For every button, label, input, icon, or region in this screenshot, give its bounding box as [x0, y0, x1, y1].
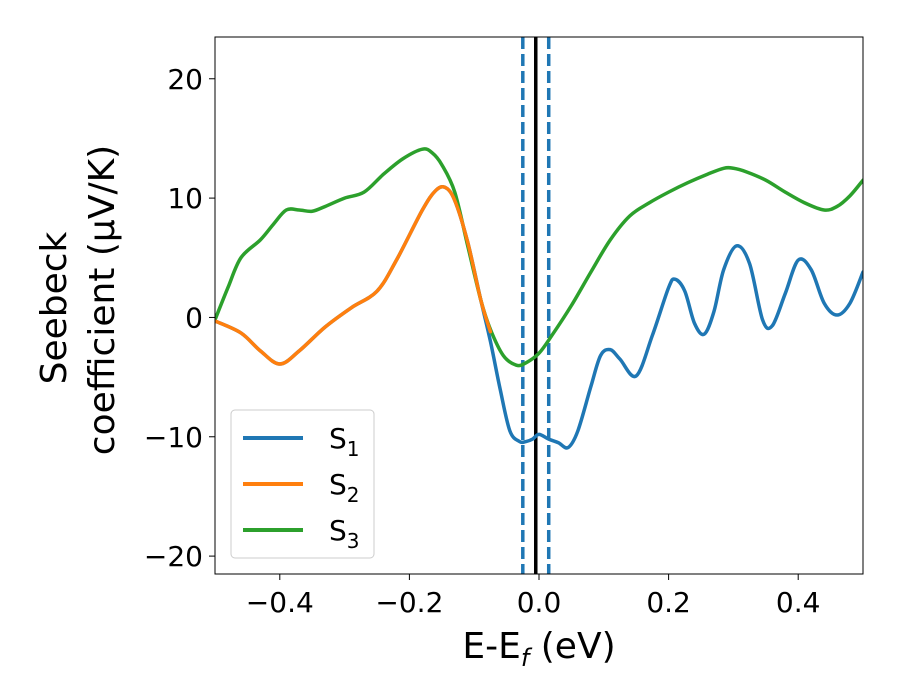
x-tick-label: −0.2: [375, 586, 443, 619]
series-line-s2: [215, 184, 493, 366]
y-axis-label-line1: Seebeck: [34, 231, 75, 384]
legend: S1 S2 S3: [230, 409, 375, 559]
y-axis-label: Seebeck coefficient (μV/K): [34, 145, 123, 455]
y-tick-label: 20: [167, 63, 203, 96]
y-tick-label: −10: [144, 421, 203, 454]
x-tick-label: −0.4: [246, 586, 314, 619]
series-lines: [215, 147, 863, 450]
legend-label-s3: S3: [329, 514, 360, 553]
reference-lines: [521, 37, 551, 574]
y-axis: −20 −10 0 10 20: [144, 63, 215, 573]
x-tick-label: 0.4: [776, 586, 821, 619]
y-tick-label: 10: [167, 182, 203, 215]
x-axis-label: E-Ef (eV): [462, 626, 615, 672]
series-line-s3: [215, 147, 863, 368]
legend-label-s1: S1: [329, 422, 360, 461]
y-tick-label: −20: [144, 540, 203, 573]
x-tick-label: 0.2: [646, 586, 691, 619]
legend-label-s2: S2: [329, 468, 360, 507]
x-tick-label: 0.0: [517, 586, 562, 619]
y-axis-label-line2: coefficient (μV/K): [82, 145, 123, 455]
x-axis: −0.4 −0.2 0.0 0.2 0.4: [246, 574, 821, 619]
y-tick-label: 0: [185, 301, 203, 334]
